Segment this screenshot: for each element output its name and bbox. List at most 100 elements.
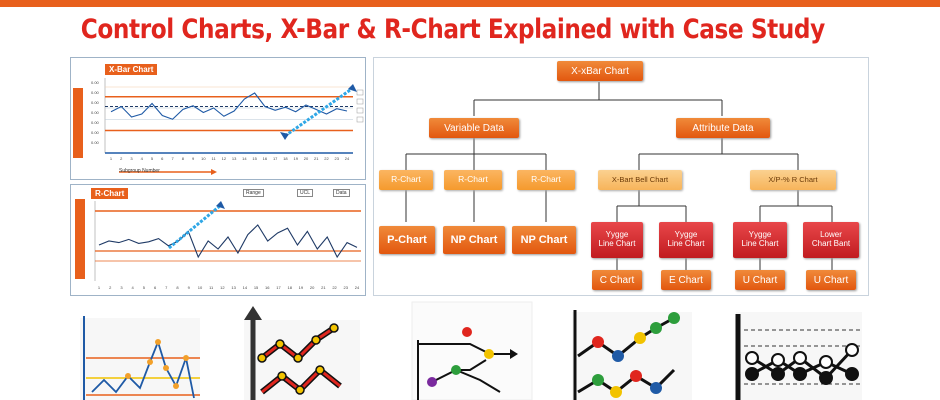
xbar-footer-label: Subgroup Number bbox=[119, 168, 160, 174]
xbar-legend-swatch bbox=[356, 116, 364, 123]
flow-rchart-node: R-Chart bbox=[517, 170, 575, 190]
flow-line-chart-line1: Yygge bbox=[605, 230, 629, 240]
r-x-tick-label: 13 bbox=[231, 285, 236, 290]
thumbnail-strip bbox=[80, 301, 862, 400]
r-legend-range: Range bbox=[243, 189, 264, 197]
xbar-x-tick-label: 15 bbox=[252, 156, 257, 161]
multicolor-line-thumb-icon bbox=[572, 310, 692, 400]
flow-np-chart-node: NP Chart bbox=[443, 226, 505, 254]
flow-rchart-node: R-Chart bbox=[379, 170, 433, 190]
xbar-y-tick-label: 0.00 bbox=[91, 80, 100, 85]
flow-line-chart-node: Yygge Line Chart bbox=[591, 222, 643, 258]
xbar-x-tick-label: 6 bbox=[161, 156, 164, 161]
r-x-tick-label: 6 bbox=[154, 285, 157, 290]
xbar-y-tick-label: 0.00 bbox=[91, 120, 100, 125]
xbar-x-tick-label: 14 bbox=[242, 156, 247, 161]
xbar-y-tick-label: 0.00 bbox=[91, 140, 100, 145]
r-x-tick-label: 20 bbox=[310, 285, 315, 290]
flow-lower-chart-node: Lower Chart Bant bbox=[803, 222, 859, 258]
xbar-chart: 0.000.000.000.000.000.000.001 2 3 4 5 6 7 8 9 10 1… bbox=[73, 78, 364, 175]
flow-e-chart-node: E Chart bbox=[661, 270, 711, 290]
flow-rchart-node: R-Chart bbox=[444, 170, 502, 190]
r-x-tick-label: 10 bbox=[198, 285, 203, 290]
r-series-line bbox=[98, 224, 358, 259]
xbar-x-tick-label: 13 bbox=[232, 156, 237, 161]
r-x-tick-label: 22 bbox=[332, 285, 337, 290]
flow-variable-node: Variable Data bbox=[429, 118, 519, 138]
r-legend-data: Data bbox=[333, 189, 350, 197]
xbar-legend-swatch bbox=[356, 98, 364, 105]
xbar-y-tick-label: 0.00 bbox=[91, 100, 100, 105]
xbar-x-tick-label: 24 bbox=[345, 156, 350, 161]
r-x-tick-label: 18 bbox=[287, 285, 292, 290]
flow-attribute-node: Attribute Data bbox=[676, 118, 770, 138]
r-x-tick-label: 17 bbox=[276, 285, 281, 290]
r-x-tick-label: 24 bbox=[355, 285, 360, 290]
flow-line-chart-line2: Line Chart bbox=[667, 239, 705, 248]
xbar-trend-arrowhead bbox=[348, 84, 357, 92]
xbar-x-tick-label: 12 bbox=[222, 156, 227, 161]
flowchart-panel: X-xBar Chart Variable Data Attribute Dat… bbox=[373, 57, 869, 296]
flow-c-chart-node: C Chart bbox=[592, 270, 642, 290]
dotted-line-thumb-icon bbox=[735, 312, 862, 400]
flow-lower-chart-line1: Lower bbox=[820, 230, 842, 240]
xbar-x-tick-label: 2 bbox=[120, 156, 123, 161]
r-x-tick-label: 19 bbox=[299, 285, 304, 290]
r-x-tick-label: 1 bbox=[98, 285, 101, 290]
xbar-trend-arrowhead bbox=[280, 132, 289, 140]
r-x-tick-label: 5 bbox=[143, 285, 146, 290]
xbar-x-tick-label: 3 bbox=[130, 156, 133, 161]
flow-np-chart-node: NP Chart bbox=[512, 226, 576, 254]
r-trend-arrowhead bbox=[216, 201, 225, 209]
flow-line-chart-line2: Line Chart bbox=[598, 239, 636, 248]
r-legend-ucl: UCL bbox=[297, 189, 314, 197]
control-chart-thumb-icon bbox=[80, 316, 200, 400]
r-x-tick-label: 14 bbox=[243, 285, 248, 290]
r-x-tick-label: 16 bbox=[265, 285, 270, 290]
r-x-tick-label: 8 bbox=[176, 285, 179, 290]
r-x-tick-label: 7 bbox=[165, 285, 168, 290]
r-x-tick-label: 21 bbox=[321, 285, 326, 290]
xbar-x-tick-label: 8 bbox=[182, 156, 185, 161]
xbar-y-tick-label: 0.00 bbox=[91, 90, 100, 95]
r-x-tick-label: 9 bbox=[188, 285, 191, 290]
r-x-tick-label: 12 bbox=[220, 285, 225, 290]
zigzag-chart-thumb-icon bbox=[244, 306, 360, 400]
xbar-x-tick-label: 1 bbox=[110, 156, 113, 161]
flow-lower-chart-line2: Chart Bant bbox=[811, 239, 851, 248]
flow-line-chart-line1: Yygge bbox=[674, 230, 698, 240]
xbar-x-tick-label: 21 bbox=[314, 156, 319, 161]
flow-u-chart-node: U Chart bbox=[806, 270, 856, 290]
xbar-x-tick-label: 7 bbox=[171, 156, 174, 161]
xbar-x-tick-label: 16 bbox=[263, 156, 268, 161]
flow-xbar-bell-node: X-Bart Bell Chart bbox=[598, 170, 682, 190]
flow-line-chart-line2: Line Chart bbox=[741, 239, 779, 248]
xbar-chart-panel: 0.00 0.00 0.00 0.00 0.00 0.00 0.00 1 2 3 4 5 6 7 8 9 10 1… bbox=[70, 57, 366, 180]
r-chart: 1 2 3 4 5 6 7 8 9 10 11 12 13 14 15 16 17 18 19 20 21 22 23 24 bbox=[75, 199, 361, 290]
xbar-x-tick-label: 22 bbox=[324, 156, 329, 161]
top-accent-bar bbox=[0, 0, 940, 7]
r-side-bar bbox=[75, 199, 85, 279]
xbar-chart-tag: X-Bar Chart bbox=[105, 64, 158, 75]
xbar-x-tick-label: 19 bbox=[293, 156, 298, 161]
r-x-tick-label: 11 bbox=[209, 285, 214, 290]
xbar-series-line bbox=[110, 92, 348, 120]
xbar-y-tick-label: 0.00 bbox=[91, 130, 100, 135]
xbar-legend-swatch bbox=[356, 89, 364, 96]
xbar-x-tick-label: 4 bbox=[141, 156, 144, 161]
xbar-side-bar bbox=[73, 88, 83, 158]
r-x-tick-label: 4 bbox=[132, 285, 135, 290]
flow-line-chart-node: Yygge Line Chart bbox=[733, 222, 787, 258]
xbar-legend-swatch bbox=[356, 107, 364, 114]
flowchart-connectors bbox=[405, 82, 833, 270]
r-x-tick-label: 2 bbox=[109, 285, 112, 290]
flow-line-chart-line1: Yygge bbox=[748, 230, 772, 240]
xbar-x-tick-label: 23 bbox=[335, 156, 340, 161]
r-x-tick-label: 23 bbox=[344, 285, 349, 290]
xbar-footer-arrowhead bbox=[211, 169, 217, 175]
xbar-x-tick-label: 18 bbox=[283, 156, 288, 161]
flow-u-chart-node: U Chart bbox=[735, 270, 785, 290]
r-trend-arrow bbox=[168, 203, 222, 250]
page-title: Control Charts, X-Bar & R-Chart Explaine… bbox=[80, 14, 825, 45]
flow-arrows-thumb-icon bbox=[411, 301, 533, 400]
